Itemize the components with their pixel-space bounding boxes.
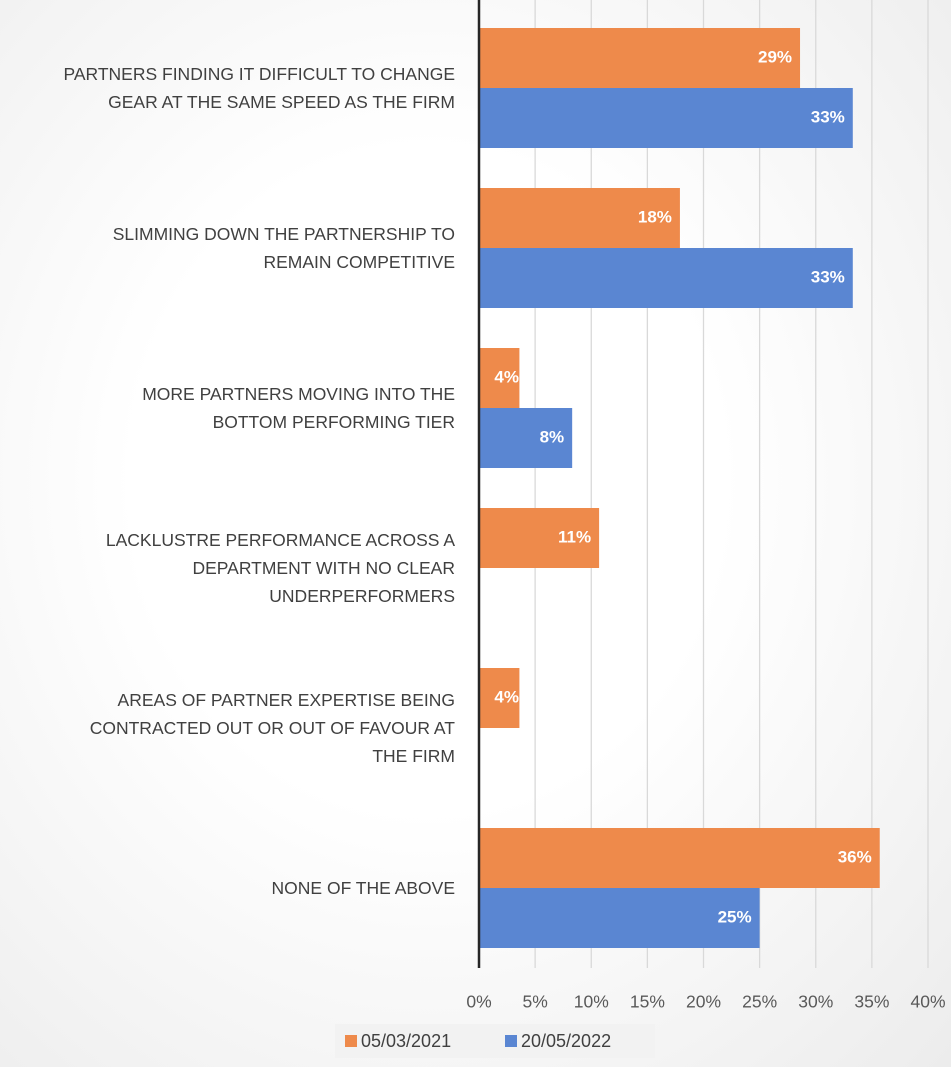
- legend-box: [335, 1024, 655, 1058]
- x-tick-label: 10%: [574, 992, 609, 1012]
- category-label: AREAS OF PARTNER EXPERTISE BEING CONTRAC…: [89, 690, 455, 766]
- x-tick-label: 5%: [522, 992, 547, 1012]
- bar: [479, 248, 853, 308]
- bar: [479, 508, 600, 568]
- data-label: 36%: [838, 847, 872, 866]
- category-label-box: SLIMMING DOWN THE PARTNERSHIP TO REMAIN …: [0, 168, 455, 328]
- x-tick-label: 30%: [798, 992, 833, 1012]
- data-label: 11%: [558, 527, 591, 546]
- legend-label: 05/03/2021: [361, 1031, 451, 1051]
- category-label: NONE OF THE ABOVE: [271, 878, 455, 898]
- bar: [479, 408, 573, 468]
- bar: [479, 828, 880, 888]
- category-label-box: AREAS OF PARTNER EXPERTISE BEING CONTRAC…: [0, 648, 455, 808]
- data-label: 0%: [494, 587, 519, 606]
- bar: [479, 28, 801, 88]
- data-label: 4%: [494, 687, 519, 706]
- legend-swatch: [345, 1035, 357, 1047]
- category-label: PARTNERS FINDING IT DIFFICULT TO CHANGE …: [63, 64, 455, 112]
- legend-label: 20/05/2022: [521, 1031, 611, 1051]
- data-label: 18%: [638, 207, 672, 226]
- category-label: LACKLUSTRE PERFORMANCE ACROSS A DEPARTME…: [105, 530, 455, 606]
- data-label: 29%: [758, 47, 792, 66]
- bar: [479, 668, 520, 728]
- bar: [479, 348, 520, 408]
- x-tick-label: 20%: [686, 992, 721, 1012]
- data-label: 4%: [494, 367, 519, 386]
- data-label: 33%: [811, 267, 845, 286]
- x-tick-label: 15%: [630, 992, 665, 1012]
- category-label: MORE PARTNERS MOVING INTO THE BOTTOM PER…: [142, 384, 455, 432]
- bar: [479, 88, 853, 148]
- category-label-box: PARTNERS FINDING IT DIFFICULT TO CHANGE …: [0, 8, 455, 168]
- data-label: 0%: [494, 747, 519, 766]
- legend-swatch: [505, 1035, 517, 1047]
- x-tick-label: 35%: [854, 992, 889, 1012]
- category-label-box: NONE OF THE ABOVE: [0, 808, 455, 968]
- category-label-box: LACKLUSTRE PERFORMANCE ACROSS A DEPARTME…: [0, 488, 455, 648]
- category-label-box: MORE PARTNERS MOVING INTO THE BOTTOM PER…: [0, 328, 455, 488]
- x-tick-label: 25%: [742, 992, 777, 1012]
- category-label: SLIMMING DOWN THE PARTNERSHIP TO REMAIN …: [112, 224, 455, 272]
- x-tick-label: 0%: [466, 992, 491, 1012]
- bar: [479, 888, 760, 948]
- data-label: 25%: [718, 907, 752, 926]
- bar: [479, 188, 680, 248]
- data-label: 8%: [540, 427, 565, 446]
- x-tick-label: 40%: [910, 992, 945, 1012]
- data-label: 33%: [811, 107, 845, 126]
